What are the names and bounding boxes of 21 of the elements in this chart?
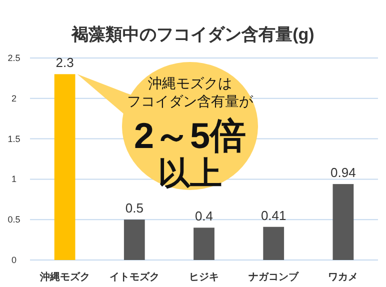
- annotation: 2～5倍: [134, 115, 246, 156]
- annotation: フコイダン含有量が: [127, 93, 254, 109]
- y-tick-label: 1.5: [8, 134, 20, 144]
- x-tick-label: ナガコンブ: [248, 271, 300, 283]
- annotation: 沖縄モズクは: [148, 75, 232, 91]
- y-tick-label: 0: [11, 255, 17, 265]
- data-label: 0.4: [194, 208, 214, 224]
- x-tick-label: ワカメ: [328, 272, 358, 283]
- y-tick-label: 2.5: [8, 53, 20, 63]
- annotation: 以上: [158, 155, 222, 191]
- x-tick-label: ヒジキ: [189, 272, 219, 283]
- data-label: 0.94: [330, 165, 356, 180]
- data-label: 2.3: [56, 55, 74, 70]
- data-label: 0.5: [125, 200, 144, 216]
- y-tick-label: 2: [11, 93, 17, 104]
- data-label: 0.41: [260, 208, 286, 223]
- y-tick-label: 0.5: [8, 214, 20, 225]
- chart-title: 褐藻類中のフコイダン含有量(g): [70, 25, 314, 44]
- x-tick-label: 沖縄モズク: [38, 271, 90, 283]
- x-tick-label: イトモズク: [109, 271, 160, 283]
- y-tick-label: 1: [11, 174, 17, 184]
